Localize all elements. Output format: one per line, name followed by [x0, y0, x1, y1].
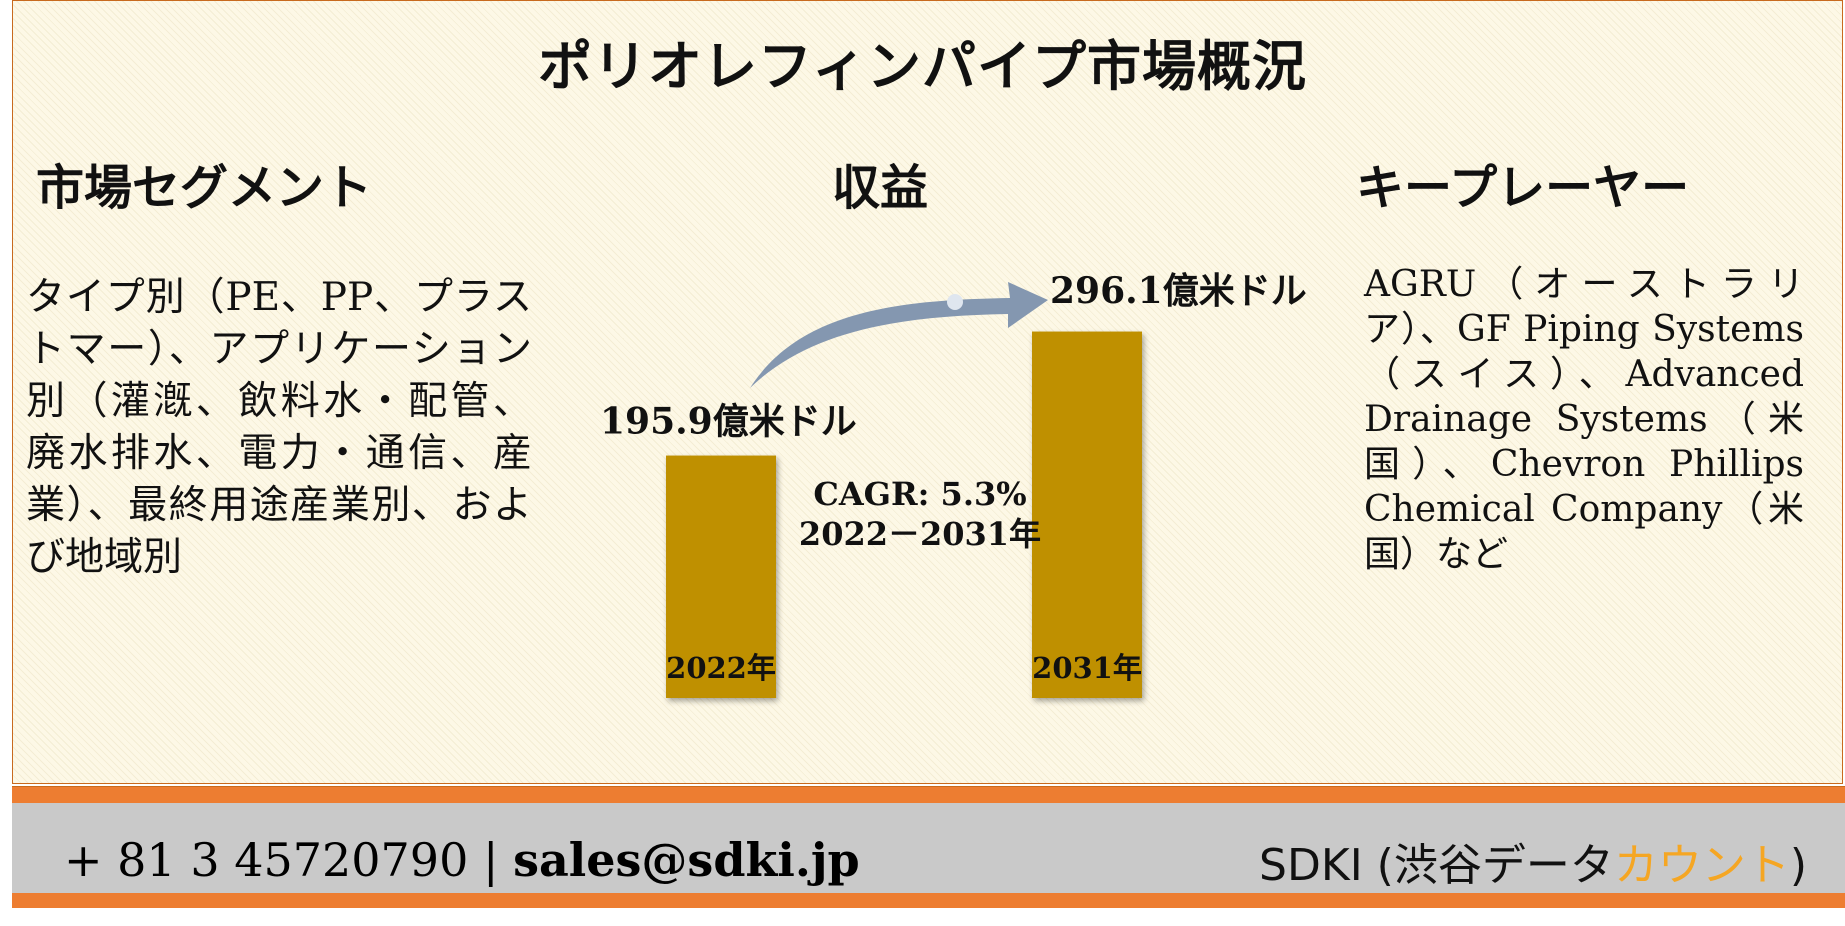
- bar-category-label-1: 2022年: [666, 651, 776, 685]
- cagr-period-label: 2022－2031年: [799, 515, 1041, 553]
- brand-name: SDKI (渋谷データカウント): [1259, 829, 1807, 893]
- contact-info: + 81 3 45720790 | sales@sdki.jp: [64, 833, 860, 887]
- brand-prefix: SDKI (渋谷データ: [1259, 840, 1614, 891]
- growth-arrow: [750, 282, 1048, 388]
- email-link[interactable]: sales@sdki.jp: [513, 833, 860, 887]
- revenue-bar-1: [666, 455, 776, 698]
- page-title: ポリオレフィンパイプ市場概況: [538, 34, 1307, 98]
- footer-band: + 81 3 45720790 | sales@sdki.jp SDKI (渋谷…: [12, 803, 1845, 893]
- bar-value-label-2: 296.1億米ドル: [1050, 270, 1307, 312]
- revenue-bar-2: [1032, 331, 1142, 698]
- segment-heading: 市場セグメント: [36, 160, 373, 216]
- cagr-label: CAGR: 5.3%: [813, 475, 1026, 513]
- phone-number[interactable]: + 81 3 45720790: [64, 833, 469, 887]
- overview-panel: [12, 0, 1843, 784]
- bar-category-label-2: 2031年: [1032, 651, 1142, 685]
- segment-text: タイプ別（PE、PP、プラストマー）、アプリケーション別（灌漑、飲料水・配管、廃…: [26, 275, 532, 580]
- footer-bar: + 81 3 45720790 | sales@sdki.jp SDKI (渋谷…: [12, 786, 1845, 908]
- revenue-heading: 収益: [832, 160, 929, 216]
- bar-value-label-1: 195.9億米ドル: [600, 401, 857, 443]
- key-players-text: AGRU（オーストラリア）、GF Piping Systems（スイス）、Adv…: [1364, 264, 1804, 575]
- brand-accent: カウント: [1613, 840, 1790, 891]
- contact-separator: |: [482, 833, 499, 887]
- arrow-highlight: [947, 294, 963, 310]
- brand-suffix: ): [1789, 840, 1807, 891]
- key-players-heading: キープレーヤー: [1356, 160, 1690, 216]
